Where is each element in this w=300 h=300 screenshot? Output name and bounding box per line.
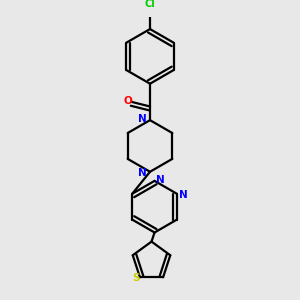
Text: S: S [133, 273, 140, 283]
Text: N: N [179, 190, 188, 200]
Text: N: N [156, 175, 165, 185]
Text: N: N [138, 114, 147, 124]
Text: O: O [124, 96, 132, 106]
Text: N: N [138, 168, 147, 178]
Text: Cl: Cl [145, 0, 155, 9]
